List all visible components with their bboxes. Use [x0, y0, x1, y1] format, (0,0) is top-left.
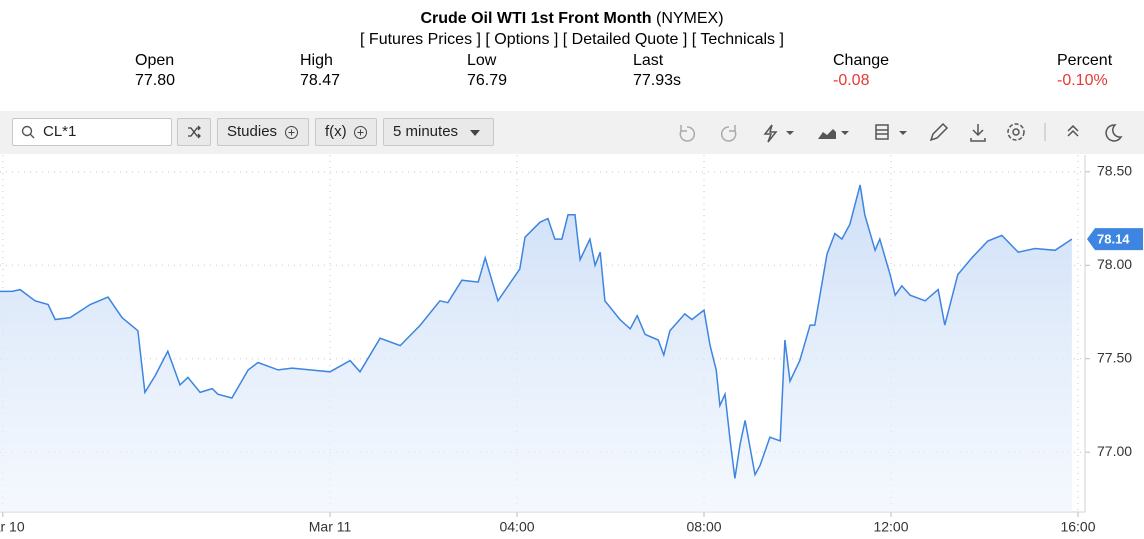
- redo-icon[interactable]: [720, 125, 737, 142]
- shuffle-icon: [188, 125, 201, 139]
- y-tick-label: 78.50: [1097, 163, 1132, 179]
- x-tick-label: Mar 10: [0, 519, 25, 535]
- function-button[interactable]: f(x): [315, 118, 377, 146]
- x-tick-label: 16:00: [1060, 519, 1095, 535]
- last-price-badge: [1087, 228, 1143, 251]
- stat-value: 77.80: [135, 72, 176, 89]
- price-line: [0, 184, 1073, 479]
- x-tick-label: 04:00: [499, 519, 534, 535]
- toolbar-icons: [679, 122, 1123, 143]
- studies-button[interactable]: Studies: [217, 118, 309, 146]
- dropdown-icon: [470, 130, 480, 136]
- stat-label: Last: [633, 52, 664, 69]
- settings-icon[interactable]: [1012, 128, 1020, 136]
- instrument-name: Crude Oil WTI 1st Front Month: [420, 10, 652, 27]
- last-price-label: 78.14: [1097, 232, 1130, 247]
- download-icon[interactable]: [970, 124, 986, 142]
- lightning-icon[interactable]: [763, 124, 778, 143]
- stat-value: -0.10%: [1057, 72, 1108, 89]
- plus-icon: [285, 126, 298, 139]
- x-tick-label: 08:00: [686, 519, 721, 535]
- interval-button[interactable]: 5 minutes: [383, 118, 494, 146]
- stat-label: Change: [833, 52, 890, 69]
- draw-icon[interactable]: [929, 122, 949, 142]
- stat-label: Low: [467, 52, 497, 69]
- link[interactable]: [ Technicals ]: [691, 31, 784, 48]
- stat-value: -0.08: [833, 72, 870, 89]
- undo-icon[interactable]: [679, 125, 696, 142]
- y-tick-label: 77.50: [1097, 349, 1132, 365]
- stat-label: High: [300, 52, 333, 69]
- compare-button[interactable]: [177, 118, 211, 146]
- y-tick-label: 77.00: [1097, 443, 1132, 459]
- interval-label: 5 minutes: [393, 123, 459, 140]
- search-icon: [21, 125, 35, 139]
- symbol-search[interactable]: CL*1: [12, 118, 172, 146]
- chart: 77.00 77.50 78.00 78.50 Mar 10 Mar 11 04:00 08:…: [0, 155, 1143, 535]
- exchange: (NYMEX): [655, 10, 724, 27]
- theme-icon[interactable]: [1105, 124, 1123, 142]
- y-tick-label: 78.00: [1097, 256, 1132, 272]
- stat-label: Open: [135, 52, 175, 69]
- chart-type-icon[interactable]: [818, 129, 836, 139]
- link[interactable]: [ Futures Prices ]: [360, 31, 481, 48]
- x-tick-label: Mar 11: [309, 519, 352, 535]
- stat-label: Percent: [1057, 52, 1113, 69]
- symbol: CL*1: [43, 123, 77, 140]
- header-title: Crude Oil WTI 1st Front Month (NYMEX): [0, 10, 1144, 28]
- studies-label: Studies: [227, 123, 278, 140]
- area-fill: [0, 184, 1072, 512]
- link[interactable]: [ Options ]: [485, 31, 559, 48]
- toolbar: CL*1 Studies f(x) 5 minutes: [0, 111, 1144, 154]
- header-links: [ Futures Prices ] [ Options ] [ Detaile…: [0, 31, 1144, 49]
- x-tick-label: 12:00: [873, 519, 908, 535]
- stat-value: 76.79: [467, 72, 508, 89]
- collapse-icon[interactable]: [1067, 124, 1079, 137]
- link[interactable]: [ Detailed Quote ]: [562, 31, 688, 48]
- layout-icon[interactable]: [875, 124, 889, 140]
- plus-icon: [354, 126, 367, 139]
- function-label: f(x): [325, 123, 347, 140]
- stat-value: 78.47: [300, 72, 341, 89]
- stat-value: 77.93s: [633, 72, 682, 89]
